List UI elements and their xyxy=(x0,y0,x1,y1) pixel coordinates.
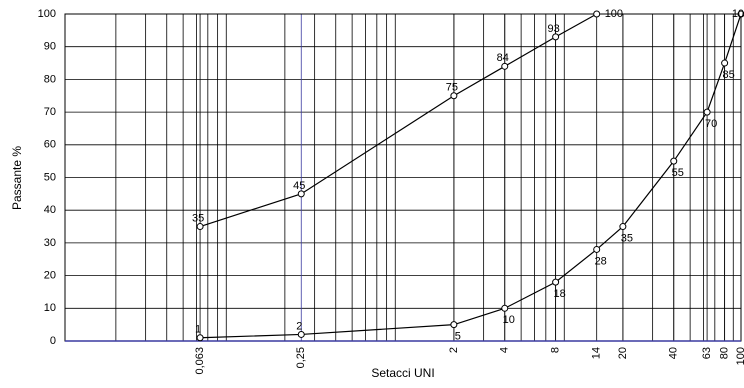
x-tick-label: 40 xyxy=(668,347,680,359)
data-label: 100 xyxy=(605,8,623,20)
y-tick-label: 50 xyxy=(44,171,56,183)
y-tick-label: 30 xyxy=(44,237,56,249)
y-tick-label: 60 xyxy=(44,139,56,151)
data-point xyxy=(297,330,305,338)
y-tick-label: 10 xyxy=(44,302,56,314)
x-tick-label: 0,063 xyxy=(194,347,206,375)
y-tick-label: 100 xyxy=(38,8,56,20)
data-point xyxy=(196,223,204,231)
y-tick-label: 40 xyxy=(44,204,56,216)
x-axis-label: Setacci UNI xyxy=(371,366,434,380)
data-point xyxy=(501,304,509,312)
data-label: 28 xyxy=(595,255,607,267)
data-point xyxy=(593,10,601,18)
data-label: 85 xyxy=(722,69,734,81)
data-point xyxy=(450,321,458,329)
x-tick-label: 80 xyxy=(719,347,731,359)
series-line xyxy=(199,13,597,228)
x-tick-label: 14 xyxy=(591,347,603,359)
data-point xyxy=(196,334,204,342)
data-point xyxy=(450,92,458,100)
x-tick-label: 4 xyxy=(499,347,511,353)
data-label: 35 xyxy=(621,232,633,244)
y-tick-label: 90 xyxy=(44,41,56,53)
x-tick-label: 0,25 xyxy=(295,347,307,368)
data-label: 100 xyxy=(732,8,744,20)
data-point xyxy=(501,62,509,70)
data-label: 93 xyxy=(547,23,559,35)
data-point xyxy=(552,33,560,41)
x-tick-label: 2 xyxy=(448,347,460,353)
data-label: 70 xyxy=(705,118,717,130)
y-tick-label: 70 xyxy=(44,106,56,118)
data-label: 18 xyxy=(553,288,565,300)
data-label: 45 xyxy=(293,180,305,192)
data-label: 5 xyxy=(455,331,461,343)
series-line xyxy=(200,13,742,339)
data-label: 55 xyxy=(672,167,684,179)
data-point xyxy=(670,157,678,165)
x-tick-label: 20 xyxy=(617,347,629,359)
data-label: 35 xyxy=(192,212,204,224)
y-tick-label: 0 xyxy=(50,335,56,347)
data-label: 84 xyxy=(497,52,509,64)
y-tick-label: 20 xyxy=(44,270,56,282)
x-tick-label: 100 xyxy=(735,347,744,365)
data-point xyxy=(737,10,744,18)
data-point xyxy=(721,59,729,67)
data-point xyxy=(297,190,305,198)
data-point xyxy=(619,223,627,231)
x-tick-label: 8 xyxy=(550,347,562,353)
data-point xyxy=(703,108,711,116)
y-tick-label: 80 xyxy=(44,73,56,85)
data-label: 10 xyxy=(503,314,515,326)
data-label: 1 xyxy=(195,324,201,336)
y-axis-label: Passante % xyxy=(10,146,24,210)
data-point xyxy=(593,245,601,253)
data-label: 75 xyxy=(446,82,458,94)
x-tick-label: 63 xyxy=(701,347,713,359)
data-label: 2 xyxy=(296,320,302,332)
data-point xyxy=(552,278,560,286)
